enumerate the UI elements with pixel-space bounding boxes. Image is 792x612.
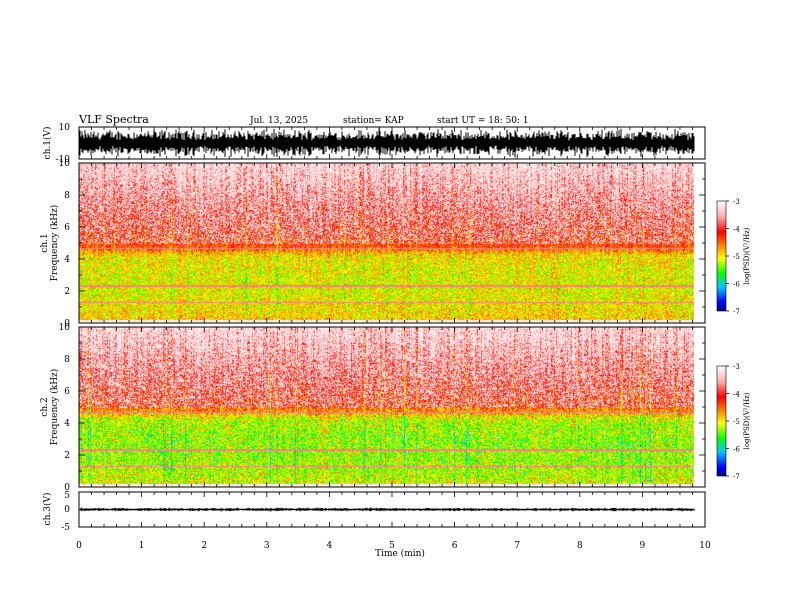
freq-tick-label: 6 (64, 387, 70, 397)
colorbar-tick-label: -4 (733, 391, 740, 399)
freq-tick-label: 0 (64, 319, 70, 329)
colorbar-tick-label: -5 (733, 253, 740, 261)
ch1-spectrogram-panel: 0 2 4 6 8 10 ch.1 Frequency (kHz) (40, 159, 706, 329)
ch2-spectrogram-ticks (78, 327, 706, 487)
date-label: Jul. 13, 2025 (249, 116, 308, 126)
freq-tick-label: 0 (64, 483, 70, 493)
time-tick-label: 4 (327, 541, 333, 551)
ch2-colorbar-ticks: -3 -4 -5 -6 -7 (726, 363, 740, 481)
freq-tick-label: 8 (64, 355, 70, 365)
ch3-ytick-bottom: -5 (61, 523, 70, 533)
time-axis-tick-labels: 0 1 2 3 4 5 6 7 8 9 10 (76, 541, 711, 551)
time-tick-label: 3 (264, 541, 270, 551)
ch1-colorbar-ticks: -3 -4 -5 -6 -7 (726, 198, 740, 316)
ch1-waveform-ticks (78, 127, 706, 159)
colorbar-tick-label: -3 (733, 363, 740, 371)
time-tick-label: 5 (389, 541, 395, 551)
colorbar-tick-label: -3 (733, 198, 740, 206)
ch1-ytick-top: 10 (59, 123, 71, 133)
ch1-ylabel: ch.1(V) (42, 127, 53, 160)
time-tick-label: 9 (640, 541, 646, 551)
colorbar-tick-label: -7 (733, 308, 740, 316)
colorbar-tick-label: -5 (733, 418, 740, 426)
freq-tick-label: 4 (64, 255, 70, 265)
time-tick-label: 8 (577, 541, 583, 551)
ch1-colorbar-scale (716, 200, 727, 312)
ch3-ylabel: ch.3(V) (42, 493, 53, 526)
freq-tick-label: 10 (59, 159, 71, 169)
ch1-ytick-bottom: -10 (56, 155, 71, 165)
ch3-ytick-mid: 0 (64, 505, 70, 515)
time-tick-label: 1 (139, 541, 145, 551)
ch1-colorbar: -3 -4 -5 -6 -7 log(PSD)(V²/Hz) (716, 198, 751, 316)
time-axis-label: Time (min) (375, 548, 425, 559)
time-tick-label: 6 (452, 541, 458, 551)
colorbar-tick-label: -6 (733, 281, 740, 289)
ch1-waveform-panel: 10 -10 ch.1(V) (42, 123, 706, 165)
ch1-waveform-trace (78, 128, 695, 158)
time-tick-label: 2 (201, 541, 207, 551)
ch2-spectrogram-panel: 0 2 4 6 8 10 ch.2 Frequency (kHz) (40, 323, 706, 493)
ch2-spectrogram-image (79, 327, 705, 487)
ch1-channel-label: ch.1 (40, 233, 50, 252)
figure-title: VLF Spectra (78, 113, 149, 126)
ch3-ytick-top: 5 (64, 491, 70, 501)
freq-tick-label: 4 (64, 419, 70, 429)
ch1-spectrogram-image (79, 163, 705, 323)
time-tick-label: 7 (514, 541, 520, 551)
time-tick-label: 0 (76, 541, 82, 551)
ch1-spectrogram-yticks: 0 2 4 6 8 10 (59, 159, 705, 329)
freq-tick-label: 10 (59, 323, 71, 333)
ch2-spectrogram-yticks: 0 2 4 6 8 10 (59, 323, 705, 493)
colorbar-tick-label: -6 (733, 446, 740, 454)
time-tick-label: 10 (699, 541, 711, 551)
ch3-waveform-panel: 5 0 -5 ch.3(V) (42, 491, 706, 533)
freq-tick-label: 2 (64, 287, 70, 297)
ch2-colorbar-label: log(PSD)(V²/Hz) (743, 392, 751, 449)
freq-tick-label: 2 (64, 451, 70, 461)
ch1-frequency-label: Frequency (kHz) (49, 205, 60, 282)
ch2-colorbar-scale (716, 365, 727, 477)
ch2-frequency-label: Frequency (kHz) (49, 369, 60, 446)
ch3-waveform-trace (78, 507, 695, 512)
station-label: station= KAP (343, 116, 404, 126)
ch3-waveform-ticks (78, 492, 706, 527)
ch1-colorbar-label: log(PSD)(V²/Hz) (743, 227, 751, 284)
ch2-channel-label: ch.2 (40, 397, 50, 416)
freq-tick-label: 8 (64, 191, 70, 201)
ch1-spectrogram-ticks (78, 163, 706, 323)
start-time-label: start UT = 18: 50: 1 (437, 116, 529, 126)
freq-tick-label: 6 (64, 223, 70, 233)
colorbar-tick-label: -4 (733, 226, 740, 234)
colorbar-tick-label: -7 (733, 473, 740, 481)
ch2-colorbar: -3 -4 -5 -6 -7 log(PSD)(V²/Hz) (716, 363, 751, 481)
